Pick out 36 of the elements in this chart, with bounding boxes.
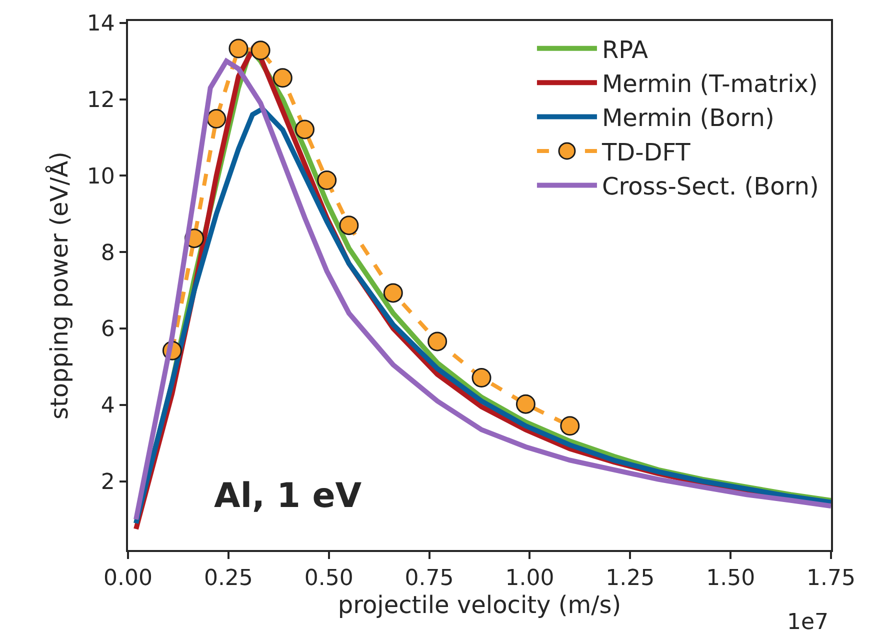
annotation: Al, 1 eV [214, 476, 362, 516]
y-tick-label: 4 [100, 394, 115, 419]
point [560, 416, 580, 436]
point [295, 120, 314, 140]
y-tick-label: 6 [100, 317, 115, 342]
text: 1e7 [787, 610, 829, 635]
y-tick-label: 8 [100, 240, 115, 266]
point [272, 68, 292, 88]
point [472, 368, 492, 388]
y-axis-title: stopping power (eV/Å) [44, 151, 74, 420]
x-tick-label: 0.50 [304, 566, 354, 592]
y-tick-label: 2 [100, 470, 115, 495]
legend-label: RPA [602, 36, 649, 64]
point [228, 38, 248, 58]
x-tick-label: 0.00 [104, 566, 152, 592]
x-tick-label: 1.00 [505, 566, 554, 592]
x-tick-label: 1.25 [606, 566, 655, 592]
x-tick-label: 0.25 [204, 566, 253, 592]
y-tick-label: 14 [86, 12, 115, 37]
y-tick-label: 12 [86, 88, 115, 113]
point [250, 40, 270, 60]
legend-label: Mermin (Born) [602, 104, 774, 132]
x-tick-label: 1.75 [806, 566, 856, 592]
legend-label: Mermin (T-matrix) [602, 70, 818, 98]
y-tick-label: 10 [86, 164, 115, 190]
point [428, 332, 448, 352]
point [516, 394, 536, 414]
point [383, 283, 403, 303]
x-axis-title: projectile velocity (m/s) [338, 591, 622, 620]
x-tick-label: 1.50 [706, 566, 756, 592]
point [339, 216, 359, 236]
legend-label: Cross-Sect. (Born) [602, 172, 819, 201]
point [206, 109, 226, 129]
legend-label: TD-DFT [600, 138, 691, 166]
point [317, 170, 337, 190]
x-tick-label: 0.75 [404, 566, 454, 592]
